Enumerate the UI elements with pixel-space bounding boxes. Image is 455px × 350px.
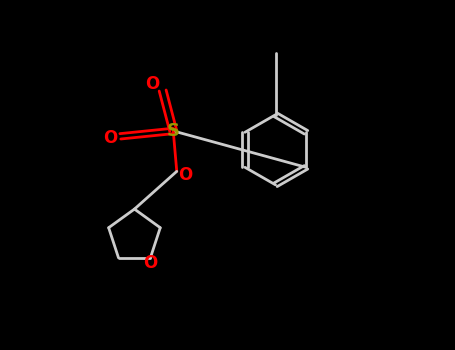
Text: O: O: [145, 75, 159, 93]
Text: S: S: [167, 122, 180, 140]
Text: O: O: [178, 166, 193, 184]
Text: O: O: [103, 129, 117, 147]
Text: O: O: [143, 254, 157, 272]
